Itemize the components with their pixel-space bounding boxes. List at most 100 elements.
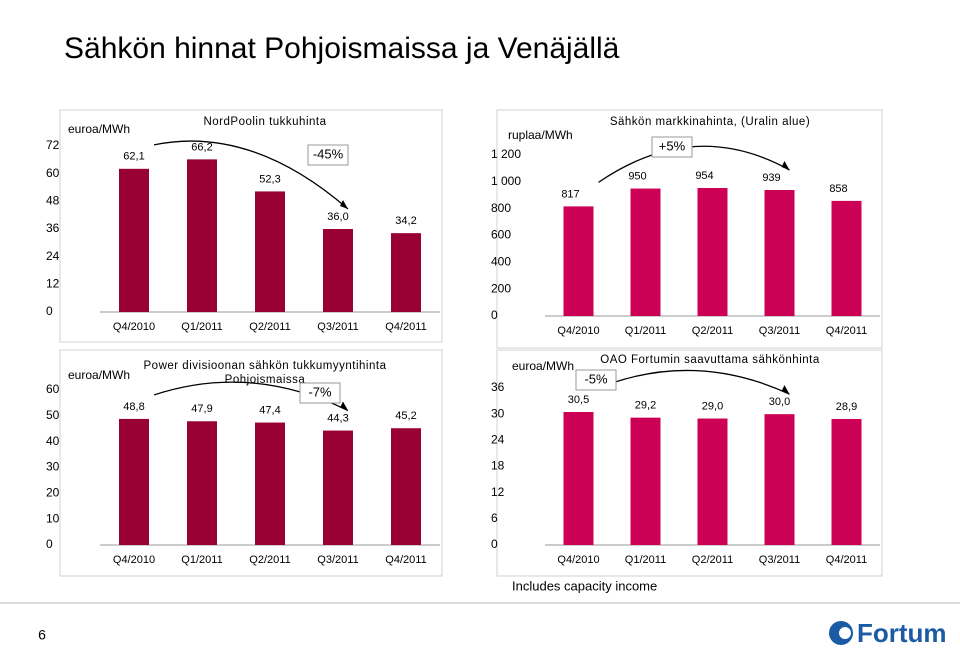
y-tick-label: 1 000 [491,174,521,188]
bar [255,422,285,545]
annotation: -45% [313,146,344,161]
x-tick-label: Q1/2011 [181,554,222,566]
value-label: 48,8 [123,401,144,413]
bar [630,417,661,545]
bar [323,229,353,312]
bar [831,418,862,545]
value-label: 29,2 [635,400,656,412]
bar [391,428,421,545]
value-label: 858 [829,183,847,195]
annotation-box [575,369,617,391]
value-label: 52,3 [259,173,280,185]
slide-title: Sähkön hinnat Pohjoismaissa ja Venäjällä [64,32,620,65]
y-tick-label: 0 [491,308,498,322]
bar [563,411,594,545]
logo-text: Fortum [857,618,947,648]
y-tick-label: 60 [46,166,60,180]
logo: Fortum [829,618,947,648]
value-label: 30,0 [769,396,790,408]
chart: Sähkön markkinahinta, (Uralin alue) rupla… [491,109,883,349]
x-tick-label: Q3/2011 [317,321,358,333]
y-tick-label: 0 [46,537,53,551]
y-tick-label: 60 [46,382,60,396]
y-tick-label: 0 [46,304,53,318]
footnote: Includes capacity income [512,578,657,593]
bar [391,233,421,312]
x-tick-label: Q4/2010 [557,554,599,566]
x-tick-label: Q4/2011 [826,554,867,566]
y-axis-label: euroa/MWh [512,359,574,373]
x-tick-label: Q4/2010 [557,325,599,337]
annotation: -7% [308,384,332,399]
x-tick-label: Q1/2011 [625,554,666,566]
annotation-box [299,382,341,404]
bar [187,159,217,312]
bar [187,421,217,545]
value-label: 36,0 [327,211,348,223]
chart-title: Power divisioonan sähkön tukkumyyntihint… [144,360,387,372]
x-tick-label: Q4/2010 [113,321,155,333]
x-tick-label: Q2/2011 [692,554,733,566]
y-tick-label: 72 [46,138,60,152]
y-axis-label: ruplaa/MWh [508,128,573,142]
y-tick-label: 6 [491,511,498,525]
annotation: +5% [659,138,686,153]
chart-frame [496,349,883,577]
chart: Power divisioonan sähkön tukkumyyntihint… [46,349,443,577]
chart-frame [496,109,883,349]
annotation-box [651,136,693,158]
x-tick-label: Q2/2011 [692,325,733,337]
x-tick-label: Q3/2011 [759,325,800,337]
y-tick-label: 1 200 [491,147,521,161]
chart: NordPoolin tukkuhinta euroa/MWh 0 12 24 36 48 6… [46,109,443,343]
bar [764,190,795,316]
y-tick-label: 20 [46,486,60,500]
y-axis-label: euroa/MWh [68,122,130,136]
y-tick-label: 800 [491,201,511,215]
bar [764,414,795,545]
annotation: -5% [584,371,608,386]
chart-title: OAO Fortumin saavuttama sähkönhinta [600,354,820,366]
y-tick-label: 48 [46,194,60,208]
arrow-head [340,401,348,411]
bar [255,191,285,312]
y-tick-label: 18 [491,459,505,473]
value-label: 28,9 [836,401,857,413]
bar [697,418,728,545]
y-tick-label: 36 [46,221,60,235]
y-tick-label: 36 [491,380,505,394]
arrow-head [781,161,790,171]
value-label: 45,2 [395,410,416,422]
value-label: 817 [561,188,579,200]
bar [563,206,594,316]
x-tick-label: Q1/2011 [625,325,666,337]
bar [119,168,149,312]
value-label: 950 [628,170,646,182]
y-tick-label: 600 [491,228,511,242]
value-label: 66,2 [191,141,212,153]
value-label: 34,2 [395,215,416,227]
x-tick-label: Q3/2011 [317,554,358,566]
bar [831,200,862,316]
value-label: 939 [762,172,780,184]
bar [323,430,353,545]
y-tick-label: 12 [491,485,505,499]
y-tick-label: 24 [491,433,505,447]
y-tick-label: 30 [491,406,505,420]
trend-arrow [598,145,790,183]
x-tick-label: Q1/2011 [181,321,222,333]
value-label: 954 [695,170,713,182]
y-tick-label: 200 [491,281,511,295]
value-label: 44,3 [327,412,348,424]
page-number: 6 [38,627,46,643]
x-tick-label: Q4/2011 [385,554,426,566]
y-tick-label: 12 [46,277,60,291]
chart-frame [59,349,443,577]
value-label: 47,4 [259,404,280,416]
value-label: 29,0 [702,400,723,412]
annotation-box [307,144,349,166]
chart-title: NordPoolin tukkuhinta [203,116,326,128]
bar [697,188,728,316]
value-label: 47,9 [191,403,212,415]
x-tick-label: Q2/2011 [249,554,290,566]
